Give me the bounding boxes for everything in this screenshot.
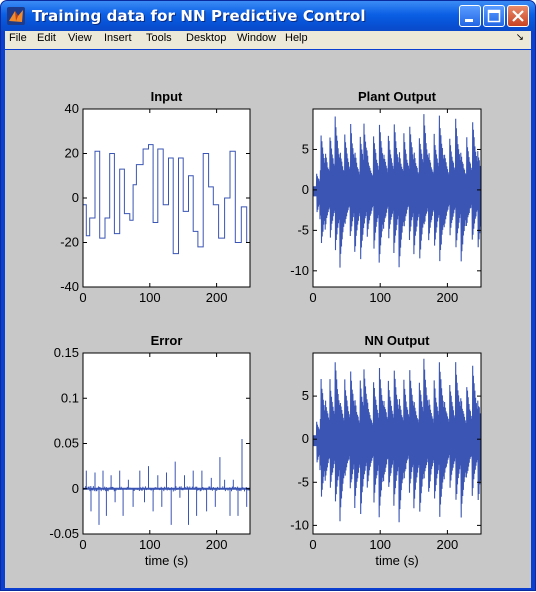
input-axes-background — [83, 109, 250, 287]
nn-output-ytick-label: 5 — [302, 388, 309, 403]
error-xlabel: time (s) — [145, 553, 188, 568]
dock-arrow-icon[interactable]: ↘ — [515, 32, 524, 43]
menu-window[interactable]: Window — [237, 32, 277, 44]
plant-output-title: Plant Output — [358, 89, 437, 104]
plant-output-xtick-label: 100 — [369, 290, 391, 305]
nn-output-series-line — [313, 358, 481, 523]
plant-output-ytick-label: -10 — [290, 263, 309, 278]
error-ytick-label: 0.15 — [54, 345, 79, 360]
nn-output-ytick-label: -5 — [297, 474, 309, 489]
nn-output-xtick-label: 200 — [437, 537, 459, 552]
maximize-icon — [487, 9, 501, 23]
minimize-button[interactable] — [459, 5, 481, 27]
error-axes-background — [83, 353, 250, 534]
input-xtick-label: 0 — [79, 290, 86, 305]
nn-output-title: NN Output — [365, 333, 431, 348]
plant-output-xtick-label: 200 — [437, 290, 459, 305]
input-ytick-label: 40 — [65, 101, 79, 116]
input-title: Input — [151, 89, 183, 104]
error-ytick-label: 0 — [72, 481, 79, 496]
plant-output-axes-frame — [312, 108, 482, 288]
input-ytick-label: 0 — [72, 190, 79, 205]
plant-output-axes[interactable]: Plant Output 0 100 200 -10 -5 0 5 — [290, 89, 482, 305]
plant-output-ytick-label: -5 — [297, 222, 309, 237]
input-ytick-label: -40 — [60, 279, 79, 294]
error-xtick-label: 200 — [206, 537, 228, 552]
matlab-app-icon[interactable] — [7, 7, 25, 25]
plant-output-xtick-label: 0 — [309, 290, 316, 305]
menu-file[interactable]: File — [9, 32, 27, 44]
plant-output-ytick-label: 0 — [302, 182, 309, 197]
error-xtick-label: 100 — [139, 537, 161, 552]
error-ytick-label: 0.05 — [54, 436, 79, 451]
maximize-button[interactable] — [483, 5, 505, 27]
window-title: Training data for NN Predictive Control — [32, 7, 366, 25]
plant-output-series-line — [313, 114, 481, 268]
input-axes[interactable]: Input 0 100 200 -40 -20 0 20 40 — [60, 89, 251, 305]
menu-edit[interactable]: Edit — [37, 32, 56, 44]
nn-output-xtick-label: 100 — [369, 537, 391, 552]
nn-output-axes-frame — [312, 352, 482, 535]
nn-output-ytick-label: -10 — [290, 517, 309, 532]
title-bar[interactable]: Training data for NN Predictive Control — [1, 1, 535, 31]
nn-output-xlabel: time (s) — [375, 553, 418, 568]
input-ytick-label: -20 — [60, 235, 79, 250]
menu-insert[interactable]: Insert — [104, 32, 132, 44]
figure-canvas: Input 0 100 200 -40 -20 0 20 40 Plant Output 0 100 2… — [5, 50, 531, 588]
nn-output-ytick-label: 0 — [302, 431, 309, 446]
close-button[interactable] — [507, 5, 529, 27]
menu-view[interactable]: View — [68, 32, 92, 44]
menu-help[interactable]: Help — [285, 32, 308, 44]
plant-output-ytick-label: 5 — [302, 141, 309, 156]
close-icon — [512, 10, 524, 22]
input-ytick-label: 20 — [65, 146, 79, 161]
nn-output-axes[interactable]: NN Output 0 100 200 -10 -5 0 5 time (s) — [290, 333, 482, 568]
input-xtick-label: 100 — [139, 290, 161, 305]
nn-output-xtick-label: 0 — [309, 537, 316, 552]
error-xtick-label: 0 — [79, 537, 86, 552]
menu-bar: File Edit View Insert Tools Desktop Wind… — [5, 31, 531, 49]
menu-desktop[interactable]: Desktop — [186, 32, 227, 44]
minimize-icon — [465, 19, 473, 22]
error-ytick-label: 0.1 — [61, 390, 79, 405]
error-title: Error — [151, 333, 183, 348]
input-series-line — [83, 144, 250, 255]
plot-area: Input 0 100 200 -40 -20 0 20 40 Plant Output 0 100 2… — [49, 89, 482, 568]
error-ytick-label: -0.05 — [49, 526, 79, 541]
menu-tools[interactable]: Tools — [146, 32, 172, 44]
input-xtick-label: 200 — [206, 290, 228, 305]
